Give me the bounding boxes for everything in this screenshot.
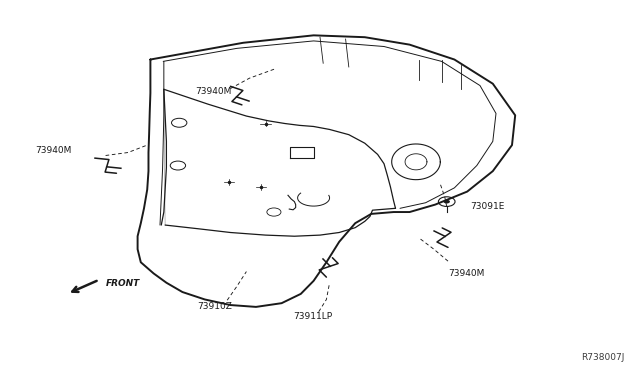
Text: 73940M: 73940M xyxy=(195,87,232,96)
Text: 73910Z: 73910Z xyxy=(197,302,232,311)
Text: FRONT: FRONT xyxy=(106,279,140,288)
Text: 73940M: 73940M xyxy=(448,269,484,278)
Text: R738007J: R738007J xyxy=(580,353,624,362)
Text: 73091E: 73091E xyxy=(470,202,505,211)
Circle shape xyxy=(444,200,450,203)
Text: 73911LP: 73911LP xyxy=(292,312,332,321)
Text: 73940M: 73940M xyxy=(35,146,72,155)
